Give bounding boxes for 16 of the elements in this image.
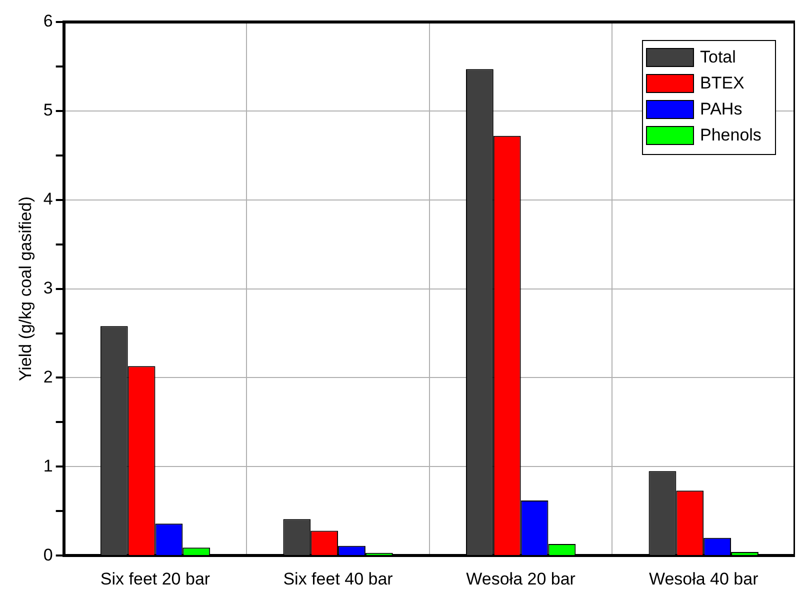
y-tick-label: 0 — [43, 545, 53, 564]
x-tick-label: Wesoła 20 bar — [466, 569, 576, 588]
x-tick-label: Wesoła 40 bar — [648, 569, 759, 588]
legend-label: BTEX — [700, 74, 744, 93]
legend-label: PAHs — [700, 100, 742, 119]
y-tick-label: 4 — [43, 190, 53, 209]
x-tick-label: Six feet 40 bar — [283, 569, 394, 588]
y-tick-label: 3 — [43, 278, 53, 298]
y-tick-label: 6 — [43, 12, 53, 31]
y-tick-label: 5 — [43, 100, 53, 120]
y-tick-label: 2 — [43, 367, 53, 386]
legend-label: Total — [700, 48, 736, 67]
y-tick-label: 1 — [43, 456, 53, 476]
y-axis-title: Yield (g/kg coal gasified) — [16, 196, 35, 382]
x-tick-label: Six feet 20 bar — [100, 569, 210, 588]
legend-label: Phenols — [700, 126, 762, 145]
